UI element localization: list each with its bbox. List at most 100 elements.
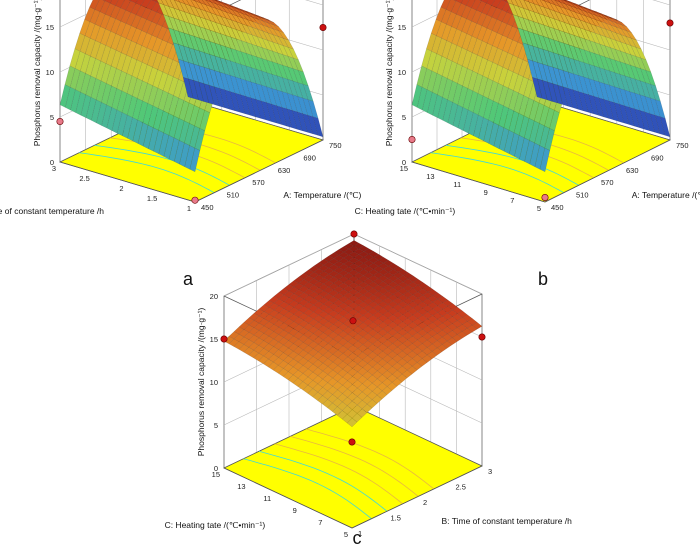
design-point [478, 333, 486, 341]
z-tick-label: 15 [46, 23, 54, 32]
x-axis-line [351, 465, 483, 529]
response-surface [223, 240, 483, 428]
contour-line [430, 152, 564, 194]
z-axis-label: Phosphorus removal capacity /(mg·g⁻¹) [196, 308, 206, 457]
z-tick-label: 5 [214, 421, 218, 430]
x-tick-label: 750 [676, 141, 689, 150]
surface-cell [84, 6, 95, 22]
design-point [220, 335, 228, 343]
surface-cell [455, 0, 463, 4]
y-tick-label: 11 [453, 180, 461, 189]
y-axis-line [223, 467, 353, 529]
y-tick-label: 5 [537, 204, 541, 213]
surface-cell [238, 322, 250, 330]
x-tick-label: 510 [227, 191, 240, 200]
chart-panel-b: 05101520450510570630690750579111315A: Te… [355, 0, 700, 289]
surface-cell [253, 308, 265, 317]
y-tick-label: 13 [237, 482, 245, 491]
surface-cell [411, 84, 423, 108]
x-tick-label: 2 [423, 498, 427, 507]
y-axis-label: B: Time of constant temperature /h [0, 206, 104, 216]
y-tick-label: 2.5 [79, 174, 89, 183]
design-point [408, 136, 416, 144]
x-axis-line [194, 139, 324, 203]
chart-panel-a: 0510152045051057063069075011.522.53A: Te… [0, 0, 361, 289]
surface-cell [156, 0, 164, 5]
surface-cell [507, 2, 519, 17]
x-axis-label: A: Temperature /(℃) [283, 190, 361, 200]
panel-letter: b [538, 269, 548, 289]
x-tick-label: 690 [303, 153, 316, 162]
surface-cell [102, 0, 106, 2]
x-tick-label: 3 [488, 467, 492, 476]
y-axis-line [59, 161, 196, 203]
z-tick-label: 0 [402, 158, 406, 167]
surface-cell [453, 0, 457, 2]
z-tick-label: 5 [402, 113, 406, 122]
y-tick-label: 9 [484, 188, 488, 197]
x-axis-label: A: Temperature /(℃) [632, 190, 700, 200]
surface-cell [562, 0, 566, 2]
design-point [319, 23, 327, 31]
design-point [348, 438, 356, 446]
y-tick-label: 3 [52, 164, 56, 173]
surface-cell [478, 0, 482, 2]
design-point [191, 196, 199, 204]
surface-cell [491, 0, 502, 8]
surface-cell [445, 0, 457, 12]
surface-cell [496, 0, 507, 11]
x-tick-label: 570 [252, 178, 265, 187]
surface-cell [501, 0, 509, 3]
surface-cell [465, 0, 476, 9]
x-tick-label: 450 [201, 203, 214, 212]
surface-cell [523, 0, 530, 3]
z-tick-label: 10 [46, 68, 54, 77]
y-axis-label: C: Heating tate /(℃•min⁻¹) [355, 206, 456, 216]
surface-cell [128, 0, 132, 2]
surface-cell [79, 19, 90, 36]
x-tick-label: 450 [551, 203, 564, 212]
y-axis-label: C: Heating tate /(℃•min⁻¹) [165, 520, 266, 530]
y-tick-label: 7 [318, 518, 322, 527]
surface-cell [416, 65, 427, 88]
design-point [541, 194, 549, 202]
y-axis-line [411, 161, 546, 203]
z-tick-label: 5 [50, 113, 54, 122]
x-tick-label: 630 [278, 166, 291, 175]
surface-cell [460, 0, 470, 6]
y-tick-label: 11 [263, 494, 271, 503]
y-tick-label: 15 [212, 470, 220, 479]
response-surface [59, 0, 324, 172]
contour-line [305, 428, 435, 490]
y-tick-label: 9 [293, 506, 297, 515]
x-tick-label: 570 [601, 178, 614, 187]
surface-cell [59, 84, 71, 108]
z-tick-label: 15 [210, 335, 218, 344]
z-tick-label: 0 [50, 158, 54, 167]
z-tick-label: 0 [214, 464, 218, 473]
surface-cell [213, 0, 217, 2]
z-axis-label: Phosphorus removal capacity /(mg·g⁻¹) [32, 0, 42, 146]
surface-cell [178, 58, 189, 79]
surface-cell [486, 0, 495, 6]
x-tick-label: 2.5 [456, 483, 466, 492]
surface-cell [421, 48, 432, 69]
design-point [350, 230, 358, 238]
design-point [349, 317, 357, 325]
z-axis-label: Phosphorus removal capacity /(mg·g⁻¹) [384, 0, 394, 146]
surface-cell [145, 0, 157, 11]
surface-cell [151, 0, 158, 3]
chart-panel-c: 0 5 10 15 20 1 1.5 2 2.5 3 5 7 9 11 13 15 B: Time of con… [165, 230, 572, 548]
design-point [666, 19, 674, 27]
x-tick-label: 630 [626, 166, 639, 175]
panel-letter: a [183, 269, 194, 289]
surface-cell [243, 317, 255, 326]
surface-cell [174, 0, 180, 3]
contour-line [79, 152, 215, 194]
z-tick-label: 15 [398, 23, 406, 32]
surface-cell [115, 0, 125, 9]
x-axis-line [544, 139, 671, 203]
y-tick-label: 15 [400, 164, 408, 173]
x-tick-label: 1.5 [391, 514, 401, 523]
y-tick-label: 1 [187, 204, 191, 213]
